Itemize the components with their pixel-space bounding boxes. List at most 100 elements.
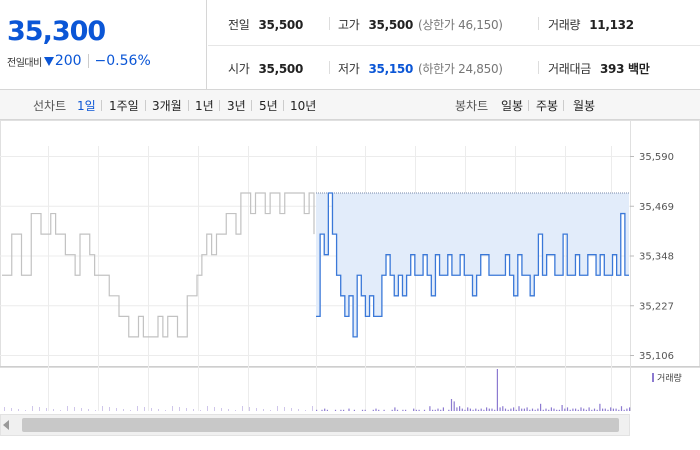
tab-5year[interactable]: 5년	[259, 99, 278, 113]
change-label: 전일대비	[7, 57, 42, 69]
stat-value: 35,500	[368, 17, 413, 32]
volume-bar	[123, 409, 124, 411]
stat-open: 시가 35,500	[228, 60, 303, 77]
scroll-left-arrow-icon[interactable]	[3, 420, 9, 430]
volume-bar	[529, 409, 531, 411]
volume-bar	[60, 410, 61, 411]
volume-bar	[494, 409, 496, 411]
volume-bar	[32, 406, 33, 411]
tab-1week[interactable]: 1주일	[109, 99, 139, 113]
volume-bar	[179, 407, 180, 411]
volume-bar	[46, 408, 47, 411]
volume-bar	[513, 407, 515, 411]
volume-bar	[11, 408, 12, 411]
volume-bar	[186, 408, 187, 411]
volume-bar	[569, 409, 571, 411]
stat-label: 거래대금	[548, 62, 591, 76]
change-divider	[87, 54, 89, 68]
volume-bar	[612, 408, 614, 411]
quote-header: 35,300 전일대비 200 −0.56% 전일 35,500 고가 35,5…	[0, 0, 700, 90]
volume-bar	[448, 409, 450, 411]
stat-label: 전일	[228, 18, 250, 32]
volume-bar	[102, 406, 103, 411]
volume-bar	[486, 407, 488, 411]
scroll-thumb[interactable]	[22, 418, 619, 432]
volume-bar	[158, 409, 159, 411]
volume-bar	[116, 408, 117, 411]
volume-bar	[504, 408, 507, 411]
volume-bar	[423, 409, 426, 411]
volume-chart	[4, 369, 631, 411]
volume-bar	[575, 408, 577, 411]
volume-bar	[472, 409, 474, 411]
tab-divider	[251, 100, 252, 111]
y-tick-label: 35,469	[639, 202, 674, 213]
volume-bar	[353, 409, 355, 411]
volume-bar	[18, 409, 19, 411]
price-panel: 35,300 전일대비 200 −0.56%	[0, 0, 207, 90]
stat-high: 고가 35,500 (상한가 46,150)	[338, 16, 503, 33]
volume-bar	[130, 410, 131, 411]
stat-divider	[538, 17, 539, 30]
volume-bar	[165, 410, 166, 411]
volume-bar	[580, 407, 582, 411]
change-row: 전일대비 200 −0.56%	[7, 53, 151, 69]
tab-divider	[188, 100, 189, 111]
tab-1year[interactable]: 1년	[195, 99, 214, 113]
stat-sub: (상한가 46,150)	[418, 18, 503, 32]
volume-bar	[228, 409, 229, 411]
y-axis: 35,590 35,469 35,348 35,227 35,106	[639, 152, 674, 362]
stat-prev-close: 전일 35,500	[228, 16, 303, 33]
tab-1day[interactable]: 1일	[77, 99, 96, 113]
previous-day-line	[2, 192, 315, 338]
volume-bar	[172, 406, 173, 411]
volume-bar	[542, 409, 544, 411]
tab-10year[interactable]: 10년	[290, 99, 317, 113]
volume-legend-label: 거래량	[657, 372, 682, 384]
volume-bar	[507, 409, 509, 411]
volume-bar	[25, 410, 26, 411]
current-price: 35,300	[7, 16, 106, 47]
volume-bar	[324, 408, 326, 411]
volume-bar	[284, 407, 285, 411]
stat-value: 11,132	[589, 17, 634, 32]
volume-bar	[434, 409, 436, 411]
volume-bar	[277, 406, 278, 411]
volume-bar	[53, 409, 54, 411]
volume-bar	[583, 408, 585, 411]
chart-scrollbar[interactable]	[0, 414, 630, 436]
volume-bar	[207, 406, 208, 411]
volume-bar	[95, 410, 96, 411]
tab-weekly-candle[interactable]: 주봉	[536, 99, 559, 113]
volume-bar	[585, 409, 587, 411]
tab-3year[interactable]: 3년	[227, 99, 246, 113]
volume-bar	[364, 409, 366, 411]
volume-bar	[413, 408, 415, 411]
chart-series	[2, 192, 630, 338]
volume-bar	[534, 409, 536, 411]
tab-divider	[283, 100, 284, 111]
volume-bar	[483, 409, 485, 411]
volume-bar	[488, 408, 490, 411]
volume-bar	[480, 408, 482, 411]
volume-bar	[604, 408, 606, 411]
volume-bar	[74, 407, 75, 411]
volume-bar	[270, 410, 271, 411]
volume-bar	[607, 409, 609, 411]
tab-divider	[528, 100, 529, 111]
y-tick-label: 35,348	[639, 252, 674, 263]
volume-bar	[461, 408, 463, 411]
tab-3month[interactable]: 3개월	[152, 99, 182, 113]
volume-bar	[67, 406, 68, 411]
volume-bar	[475, 408, 477, 411]
volume-bar	[591, 409, 593, 411]
volume-bar	[545, 408, 547, 411]
volume-bar	[620, 406, 623, 411]
volume-bar	[558, 409, 560, 411]
volume-bar	[321, 409, 323, 411]
stat-label: 시가	[228, 62, 250, 76]
tab-monthly-candle[interactable]: 월봉	[573, 99, 596, 113]
volume-bar	[515, 409, 517, 411]
volume-bar	[577, 409, 579, 411]
tab-daily-candle[interactable]: 일봉	[501, 99, 524, 113]
